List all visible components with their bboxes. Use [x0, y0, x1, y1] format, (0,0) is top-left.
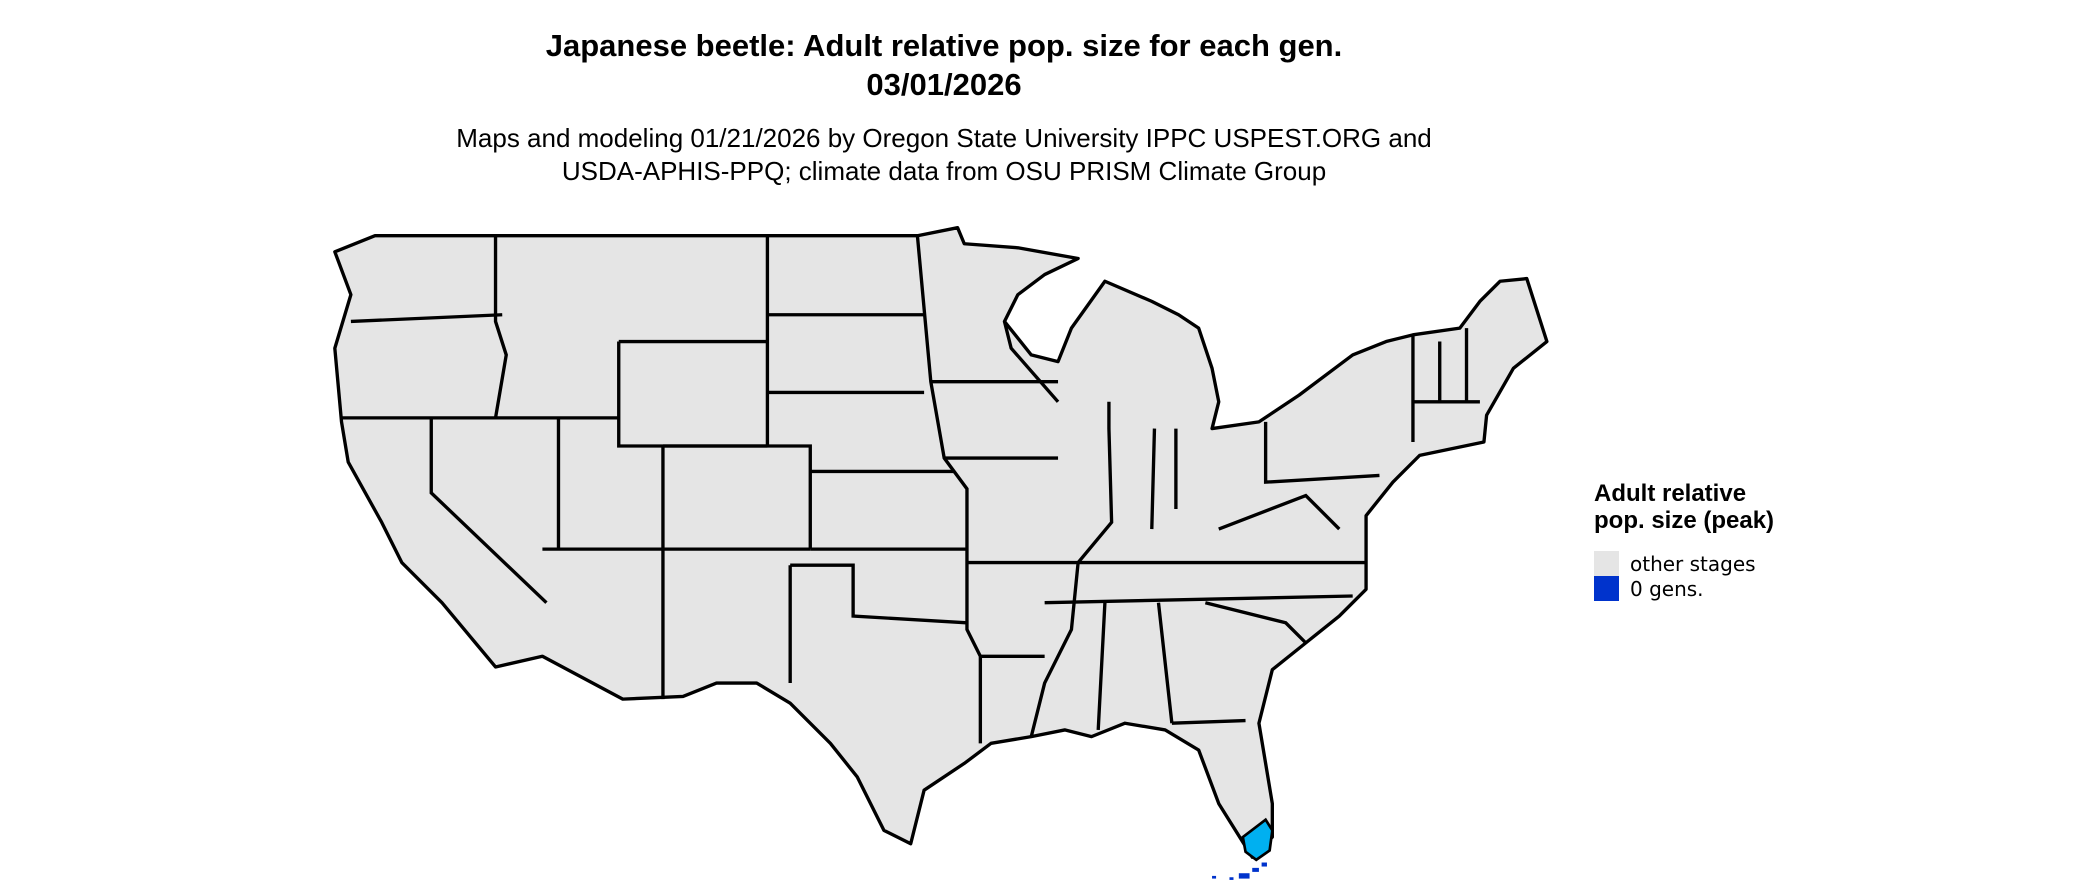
legend-swatch-0-gens [1594, 576, 1619, 601]
legend-item-0-gens: 0 gens. [1594, 576, 1794, 601]
florida-keys-highlight [1212, 862, 1267, 880]
map-title: Japanese beetle: Adult relative pop. siz… [545, 28, 1343, 63]
map-date: 03/01/2026 [866, 67, 1022, 102]
conus-outline [333, 226, 1549, 859]
legend: Adult relative pop. size (peak) other st… [1594, 480, 1794, 601]
map-subtitle-line1: Maps and modeling 01/21/2026 by Oregon S… [456, 123, 1432, 153]
legend-item-other-stages: other stages [1594, 551, 1794, 576]
state-borders [341, 235, 1480, 744]
map-subtitle-line2: USDA-APHIS-PPQ; climate data from OSU PR… [561, 156, 1327, 186]
legend-label: 0 gens. [1630, 576, 1704, 601]
legend-title: Adult relative pop. size (peak) [1594, 480, 1775, 534]
legend-label: other stages [1630, 551, 1756, 576]
south-florida-highlight [1241, 817, 1274, 862]
legend-swatch-other-stages [1594, 551, 1619, 576]
